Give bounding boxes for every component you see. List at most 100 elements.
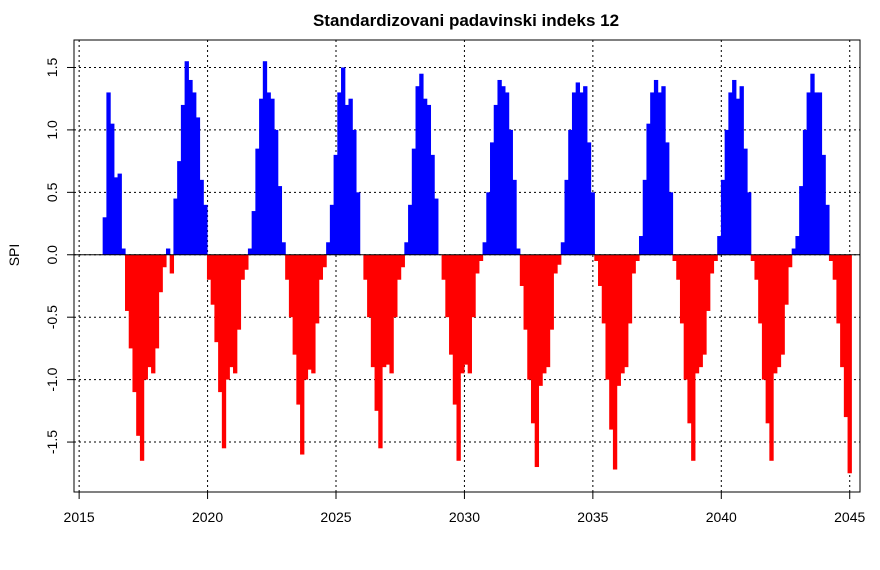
spi-bar-positive bbox=[717, 236, 722, 255]
spi-bar-negative bbox=[125, 254, 130, 311]
spi-bar-negative bbox=[549, 254, 554, 330]
spi-bar-positive bbox=[724, 129, 729, 255]
spi-bar-positive bbox=[326, 242, 331, 255]
spi-bar-positive bbox=[251, 211, 256, 255]
spi-bar-negative bbox=[229, 254, 234, 368]
spi-bar-negative bbox=[787, 254, 793, 268]
spi-bar-positive bbox=[735, 98, 741, 255]
spi-bar-negative bbox=[828, 254, 834, 261]
x-tick-label: 2035 bbox=[577, 509, 608, 525]
spi-bar-negative bbox=[400, 254, 405, 268]
spi-bar-positive bbox=[825, 204, 830, 255]
spi-bar-positive bbox=[259, 98, 264, 255]
y-tick-label: -1.0 bbox=[44, 367, 60, 391]
y-tick-label: -1.5 bbox=[44, 430, 60, 454]
spi-bar-negative bbox=[389, 254, 394, 374]
spi-bar-positive bbox=[739, 86, 744, 255]
spi-bar-negative bbox=[843, 254, 849, 418]
spi-bar-negative bbox=[601, 254, 607, 324]
spi-bar-positive bbox=[579, 92, 584, 255]
spi-bar-positive bbox=[411, 148, 417, 255]
spi-bar-negative bbox=[233, 254, 238, 374]
spi-bar-negative bbox=[832, 254, 837, 280]
spi-bar-negative bbox=[687, 254, 692, 424]
spi-bar-positive bbox=[821, 154, 826, 255]
spi-bar-negative bbox=[318, 254, 323, 280]
spi-bar-positive bbox=[638, 236, 644, 255]
x-tick-label: 2025 bbox=[320, 509, 351, 525]
spi-bar-negative bbox=[445, 254, 450, 318]
spi-bar-positive bbox=[564, 179, 569, 255]
spi-bar-positive bbox=[281, 242, 286, 255]
spi-bar-negative bbox=[605, 254, 610, 380]
spi-bar-negative bbox=[467, 254, 472, 374]
spi-bar-positive bbox=[117, 173, 122, 255]
spi-bar-positive bbox=[590, 192, 595, 255]
spi-bar-negative bbox=[713, 254, 718, 261]
spi-bar-negative bbox=[363, 254, 368, 280]
spi-bar-positive bbox=[493, 104, 499, 255]
spi-bar-negative bbox=[285, 254, 290, 280]
spi-bar-negative bbox=[132, 254, 137, 393]
spi-bar-positive bbox=[665, 142, 670, 255]
spi-bar-positive bbox=[646, 123, 651, 255]
spi-bar-negative bbox=[765, 254, 770, 424]
spi-bar-positive bbox=[806, 92, 811, 255]
spi-bar-negative bbox=[609, 254, 614, 430]
spi-bar-negative bbox=[378, 254, 383, 449]
spi-bar-negative bbox=[534, 254, 540, 468]
spi-bar-positive bbox=[817, 92, 823, 255]
spi-bar-positive bbox=[106, 92, 111, 255]
spi-bar-negative bbox=[311, 254, 316, 374]
spi-bar-negative bbox=[393, 254, 398, 318]
spi-bar-negative bbox=[449, 254, 454, 355]
spi-bar-positive bbox=[255, 148, 260, 255]
spi-bar-positive bbox=[795, 236, 800, 255]
spi-bar-negative bbox=[385, 254, 391, 365]
spi-bar-negative bbox=[780, 254, 785, 355]
spi-bar-positive bbox=[333, 154, 338, 255]
spi-bar-positive bbox=[653, 79, 659, 255]
spi-bar-positive bbox=[262, 61, 268, 255]
spi-bar-positive bbox=[404, 242, 409, 255]
spi-bar-negative bbox=[616, 254, 621, 386]
spi-bar-negative bbox=[758, 254, 763, 324]
spi-bar-negative bbox=[244, 254, 249, 270]
spi-bar-negative bbox=[456, 254, 461, 461]
spi-bar-negative bbox=[452, 254, 458, 405]
spi-bar-negative bbox=[478, 254, 484, 261]
spi-bar-negative bbox=[136, 254, 141, 436]
spi-bar-negative bbox=[162, 254, 167, 268]
spi-bar-negative bbox=[679, 254, 685, 324]
spi-bar-negative bbox=[475, 254, 480, 274]
spi-bar-negative bbox=[296, 254, 301, 405]
spi-bar-negative bbox=[367, 254, 372, 318]
spi-bar-negative bbox=[530, 254, 536, 424]
spi-bar-negative bbox=[620, 254, 625, 374]
spi-bar-positive bbox=[586, 142, 592, 255]
spi-bar-positive bbox=[732, 79, 737, 255]
spi-bar-positive bbox=[810, 73, 815, 255]
spi-bar-negative bbox=[698, 254, 703, 368]
spi-bar-positive bbox=[791, 248, 797, 255]
spi-bar-positive bbox=[102, 217, 107, 255]
spi-bar-negative bbox=[143, 254, 148, 380]
spi-bar-negative bbox=[307, 254, 312, 370]
spi-bar-positive bbox=[512, 179, 517, 255]
spi-bar-negative bbox=[169, 254, 175, 274]
spi-bar-positive bbox=[668, 192, 674, 255]
spi-bar-positive bbox=[434, 198, 439, 255]
spi-bar-negative bbox=[545, 254, 551, 368]
spi-bar-negative bbox=[612, 254, 618, 470]
spi-bar-positive bbox=[113, 177, 119, 255]
spi-bar-negative bbox=[147, 254, 152, 368]
spi-bar-negative bbox=[374, 254, 379, 411]
spi-bar-positive bbox=[486, 192, 491, 255]
spi-bar-negative bbox=[460, 254, 465, 374]
spi-bar-negative bbox=[314, 254, 320, 324]
spi-bar-negative bbox=[706, 254, 711, 311]
spi-bar-negative bbox=[139, 254, 145, 461]
spi-bar-positive bbox=[110, 123, 115, 255]
spi-bar-positive bbox=[177, 161, 182, 255]
spi-bar-positive bbox=[501, 86, 506, 255]
